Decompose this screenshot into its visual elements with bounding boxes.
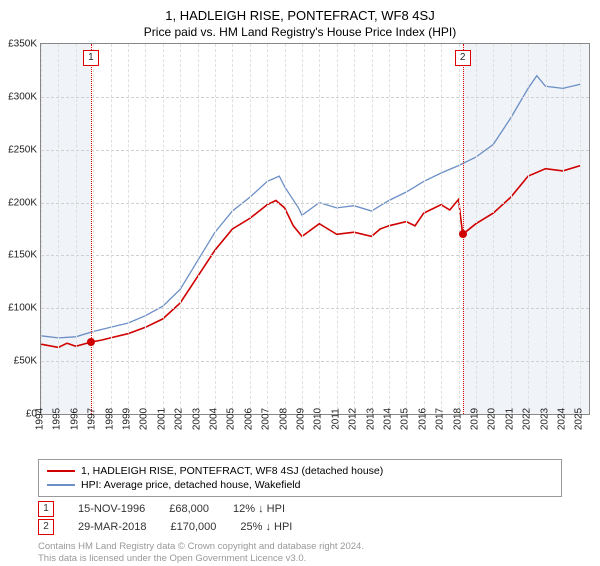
chart-container: 1, HADLEIGH RISE, PONTEFRACT, WF8 4SJ Pr…	[0, 0, 600, 560]
x-axis-label: 2002	[174, 408, 185, 430]
marker-line	[91, 44, 92, 414]
x-axis-label: 2023	[539, 408, 550, 430]
x-axis-label: 1994	[35, 408, 46, 430]
x-axis-label: 2006	[243, 408, 254, 430]
x-axis-label: 2018	[452, 408, 463, 430]
x-axis-label: 2013	[365, 408, 376, 430]
x-axis-label: 2005	[226, 408, 237, 430]
x-axis-label: 2001	[156, 408, 167, 430]
chart-subtitle: Price paid vs. HM Land Registry's House …	[0, 23, 600, 43]
x-axis-labels: 1994199519961997199819992000200120022003…	[40, 415, 590, 453]
y-axis-label: £100K	[8, 303, 41, 314]
y-axis-label: £150K	[8, 250, 41, 261]
marker-line	[463, 44, 464, 414]
y-axis-label: £300K	[8, 91, 41, 102]
legend-swatch	[47, 484, 75, 486]
sale-price: £170,000	[170, 521, 216, 533]
x-axis-label: 1997	[87, 408, 98, 430]
sale-dot-icon	[459, 230, 467, 238]
x-axis-label: 2014	[382, 408, 393, 430]
legend-label: 1, HADLEIGH RISE, PONTEFRACT, WF8 4SJ (d…	[81, 465, 383, 477]
x-axis-label: 2012	[348, 408, 359, 430]
chart-title: 1, HADLEIGH RISE, PONTEFRACT, WF8 4SJ	[0, 0, 600, 23]
x-axis-label: 2022	[522, 408, 533, 430]
attribution-text: Contains HM Land Registry data © Crown c…	[38, 541, 562, 566]
attribution-line: Contains HM Land Registry data © Crown c…	[38, 541, 562, 553]
x-axis-label: 1999	[121, 408, 132, 430]
sale-dot-icon	[87, 338, 95, 346]
x-axis-label: 2024	[556, 408, 567, 430]
line-plot-svg	[41, 44, 589, 414]
legend-box: 1, HADLEIGH RISE, PONTEFRACT, WF8 4SJ (d…	[38, 459, 562, 497]
legend-item: 1, HADLEIGH RISE, PONTEFRACT, WF8 4SJ (d…	[47, 464, 553, 478]
x-axis-label: 2021	[504, 408, 515, 430]
x-axis-label: 2015	[400, 408, 411, 430]
x-axis-label: 2025	[574, 408, 585, 430]
series-property	[41, 166, 580, 348]
x-axis-label: 2019	[469, 408, 480, 430]
marker-box-icon: 2	[455, 50, 471, 66]
x-axis-label: 2009	[295, 408, 306, 430]
x-axis-label: 1996	[69, 408, 80, 430]
x-axis-label: 2008	[278, 408, 289, 430]
sale-row: 2 29-MAR-2018 £170,000 25% ↓ HPI	[38, 519, 562, 535]
x-axis-label: 2020	[487, 408, 498, 430]
sale-row: 1 15-NOV-1996 £68,000 12% ↓ HPI	[38, 501, 562, 517]
sale-date: 29-MAR-2018	[78, 521, 146, 533]
sale-price: £68,000	[169, 503, 209, 515]
legend-swatch	[47, 470, 75, 472]
y-axis-label: £250K	[8, 144, 41, 155]
x-axis-label: 1998	[104, 408, 115, 430]
x-axis-label: 2010	[313, 408, 324, 430]
sale-marker-icon: 2	[38, 519, 54, 535]
x-axis-label: 2004	[208, 408, 219, 430]
x-axis-label: 1995	[52, 408, 63, 430]
x-axis-label: 2003	[191, 408, 202, 430]
y-axis-label: £350K	[8, 39, 41, 50]
marker-box-icon: 1	[83, 50, 99, 66]
x-axis-label: 2017	[435, 408, 446, 430]
legend-item: HPI: Average price, detached house, Wake…	[47, 478, 553, 492]
y-axis-label: £50K	[14, 356, 41, 367]
sale-marker-icon: 1	[38, 501, 54, 517]
sale-vs-hpi: 25% ↓ HPI	[240, 521, 292, 533]
x-axis-label: 2011	[330, 408, 341, 430]
legend-label: HPI: Average price, detached house, Wake…	[81, 479, 300, 491]
x-axis-label: 2016	[417, 408, 428, 430]
sale-date: 15-NOV-1996	[78, 503, 145, 515]
chart-plot-area: £0£50K£100K£150K£200K£250K£300K£350K12	[40, 43, 590, 415]
y-axis-label: £200K	[8, 197, 41, 208]
x-axis-label: 2000	[139, 408, 150, 430]
sale-vs-hpi: 12% ↓ HPI	[233, 503, 285, 515]
x-axis-label: 2007	[261, 408, 272, 430]
